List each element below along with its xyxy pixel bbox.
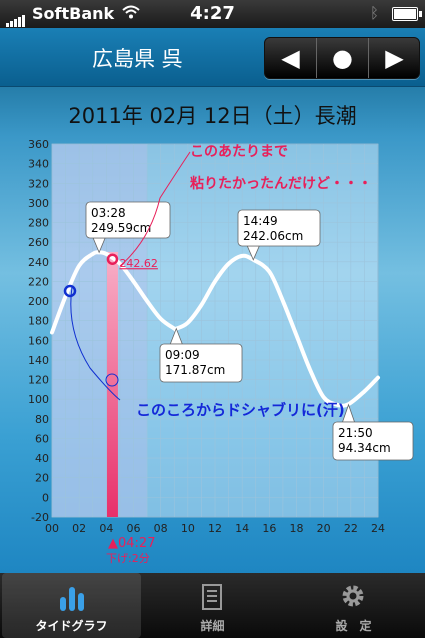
x-tick-label: 08: [154, 522, 168, 535]
tide-callouts: 03:28249.59cm09:09171.87cm14:49242.06cm2…: [85, 201, 414, 461]
y-tick-label: 140: [28, 354, 49, 367]
y-tick-label: 360: [28, 138, 49, 151]
prev-day-button[interactable]: ◀: [281, 44, 300, 72]
y-tick-label: 180: [28, 315, 49, 328]
tab-details[interactable]: 詳細: [143, 573, 282, 638]
next-day-button[interactable]: ▶: [385, 44, 404, 72]
y-tick-label: -20: [31, 511, 49, 524]
y-tick-label: 80: [35, 413, 49, 426]
y-tick-label: 20: [35, 472, 49, 485]
blue-circle-marker: [63, 284, 77, 298]
nav-divider: [368, 38, 369, 78]
tide-curve: [50, 250, 380, 408]
x-tick-label: 02: [72, 522, 86, 535]
carrier-label: SoftBank: [32, 4, 115, 23]
tab-label: 詳細: [200, 619, 225, 633]
callout-time: 09:09: [165, 348, 200, 362]
annotation-text-3: このころからドシャブリに(汗): [136, 401, 345, 419]
annotation-text-1: このあたりまで: [190, 144, 288, 160]
x-tick-label: 18: [290, 522, 304, 535]
x-tick-label: 12: [208, 522, 222, 535]
annotation-text-2: 粘りたかったんだけど・・・: [190, 175, 372, 192]
bluetooth-icon: ᛒ: [370, 4, 380, 22]
callout-level: 242.06cm: [243, 229, 303, 243]
y-tick-label: 220: [28, 275, 49, 288]
night-band: [52, 144, 147, 517]
today-button[interactable]: ●: [332, 44, 353, 72]
x-tick-label: 00: [45, 522, 59, 535]
callout-level: 171.87cm: [165, 363, 225, 377]
y-tick-label: 200: [28, 295, 49, 308]
tab-bar: タイドグラフ 詳細 設 定: [0, 573, 425, 638]
y-tick-label: 120: [28, 374, 49, 387]
current-level-label: 242.62: [119, 257, 158, 270]
y-tick-label: 280: [28, 217, 49, 230]
tide-chart[interactable]: 3603403203002802602402202001801601401201…: [0, 130, 425, 568]
x-tick-label: 10: [181, 522, 195, 535]
location-title: 広島県 呉: [92, 47, 183, 71]
date-navigator: ◀ ● ▶: [264, 37, 420, 79]
current-time-label: ▲04:27: [108, 536, 155, 551]
gear-icon: [342, 585, 364, 607]
y-tick-label: 340: [28, 158, 49, 171]
document-icon: [202, 584, 222, 610]
date-label: 2011年 02月 12日（土）長潮: [68, 104, 357, 128]
tab-tide-graph[interactable]: タイドグラフ: [2, 573, 141, 638]
trend-label: 下げ:2分: [106, 552, 150, 565]
y-tick-label: 240: [28, 256, 49, 269]
x-tick-label: 24: [371, 522, 385, 535]
nav-divider: [316, 38, 317, 78]
y-axis: 3603403203002802602402202001801601401201…: [28, 138, 49, 524]
y-tick-label: 320: [28, 177, 49, 190]
y-tick-label: 40: [35, 452, 49, 465]
x-tick-label: 22: [344, 522, 358, 535]
x-tick-label: 20: [317, 522, 331, 535]
y-tick-label: 0: [42, 491, 49, 504]
signal-icon: [6, 8, 26, 27]
y-tick-label: 260: [28, 236, 49, 249]
y-tick-label: 60: [35, 432, 49, 445]
y-tick-label: 160: [28, 334, 49, 347]
current-time-bar: [106, 251, 118, 517]
current-level-marker: [106, 253, 119, 265]
callout-time: 03:28: [91, 206, 126, 220]
tab-label: 設 定: [335, 619, 372, 633]
y-tick-label: 100: [28, 393, 49, 406]
blue-loop-marker: [105, 373, 119, 387]
tab-settings[interactable]: 設 定: [284, 573, 423, 638]
x-tick-label: 06: [127, 522, 141, 535]
clock: 4:27: [190, 3, 235, 24]
header-bar: 広島県 呉 ◀ ● ▶: [0, 28, 425, 87]
battery-icon: [392, 7, 422, 21]
wifi-icon: [122, 5, 140, 19]
status-bar: SoftBank 4:27 ᛒ: [0, 0, 425, 28]
callout-time: 14:49: [243, 214, 278, 228]
tab-label: タイドグラフ: [35, 619, 108, 633]
x-tick-label: 14: [235, 522, 249, 535]
x-axis: 00 02 04 06 08 10 12 14 16 18 20 22 24: [45, 522, 385, 535]
y-tick-label: 300: [28, 197, 49, 210]
x-tick-label: 16: [262, 522, 276, 535]
callout-time: 21:50: [338, 426, 373, 440]
bar-chart-icon: [60, 587, 84, 611]
pink-scribble: [119, 151, 191, 267]
blue-scribble: [70, 286, 121, 401]
x-tick-label: 04: [99, 522, 113, 535]
callout-level: 249.59cm: [91, 221, 151, 235]
callout-level: 94.34cm: [338, 441, 391, 455]
